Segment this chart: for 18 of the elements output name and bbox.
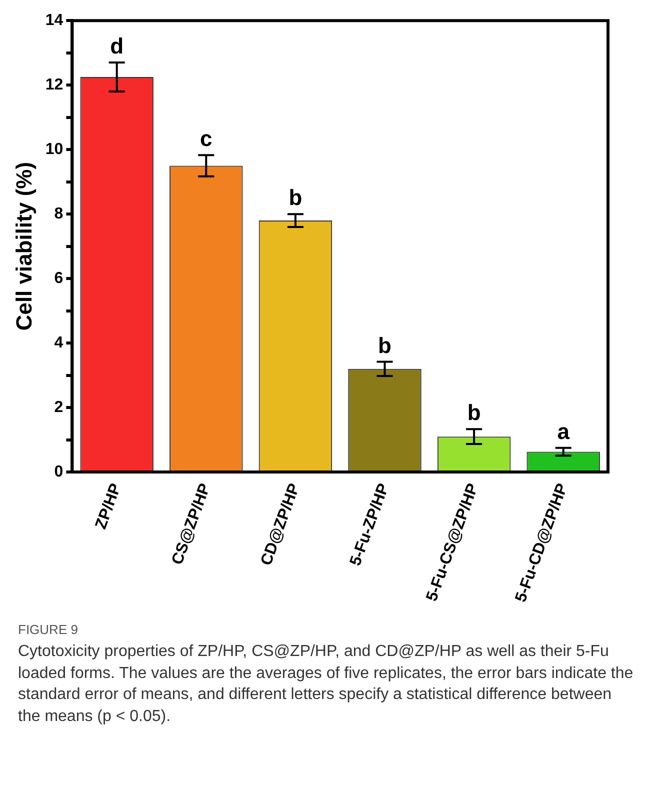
annotation: b xyxy=(288,185,302,210)
y-tick-label: 12 xyxy=(45,76,64,94)
annotation: b xyxy=(467,400,481,426)
annotation: d xyxy=(110,34,124,59)
annotation: b xyxy=(378,332,392,358)
text: Cytotoxicity properties of ZP/HP, CS@ZP/HP, and CD@ZP/HP as well as their 5-Fu loaded forms. The values are the averages of five replicates, the error bars indicate the standard error of means, and different letters specify a statistical difference between the means (p < 0.05). xyxy=(17,642,634,727)
y-axis-title: Cell viability (%) xyxy=(11,162,36,331)
y-tick-label: 14 xyxy=(45,12,64,30)
x-tick-label: ZP/HP xyxy=(92,481,125,532)
y-tick-label: 0 xyxy=(54,463,64,480)
text: FIGURE 9 xyxy=(17,622,79,637)
annotation: a xyxy=(557,418,570,444)
y-tick-label: 8 xyxy=(54,205,64,222)
y-tick-label: 4 xyxy=(54,334,64,352)
y-tick-label: 2 xyxy=(54,398,64,416)
y-tick-label: 6 xyxy=(54,270,64,287)
y-tick-label: 10 xyxy=(45,140,64,158)
annotation: c xyxy=(200,126,212,152)
